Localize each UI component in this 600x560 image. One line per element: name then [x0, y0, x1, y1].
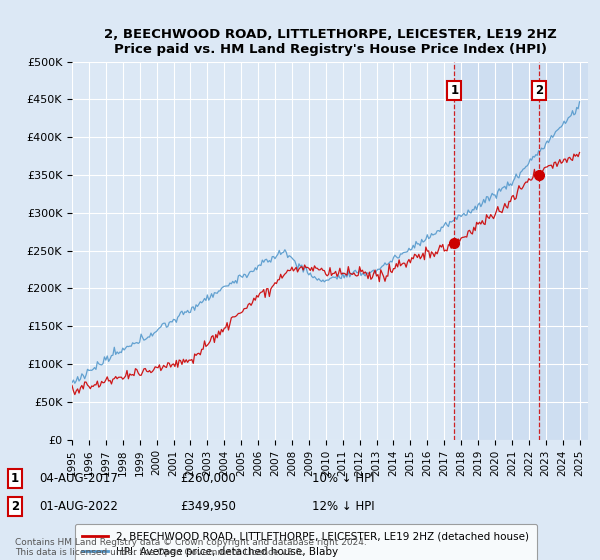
Text: 2: 2 — [535, 84, 543, 97]
Legend: 2, BEECHWOOD ROAD, LITTLETHORPE, LEICESTER, LE19 2HZ (detached house), HPI: Aver: 2, BEECHWOOD ROAD, LITTLETHORPE, LEICEST… — [74, 524, 536, 560]
Text: 10% ↓ HPI: 10% ↓ HPI — [312, 472, 374, 486]
Bar — [454, 62, 588, 440]
Text: 04-AUG-2017: 04-AUG-2017 — [39, 472, 118, 486]
Text: Contains HM Land Registry data © Crown copyright and database right 2024.
This d: Contains HM Land Registry data © Crown c… — [15, 538, 367, 557]
Text: £349,950: £349,950 — [180, 500, 236, 514]
Text: 01-AUG-2022: 01-AUG-2022 — [39, 500, 118, 514]
Text: 12% ↓ HPI: 12% ↓ HPI — [312, 500, 374, 514]
Text: 2: 2 — [11, 500, 19, 514]
Text: £260,000: £260,000 — [180, 472, 236, 486]
Text: 1: 1 — [11, 472, 19, 486]
Title: 2, BEECHWOOD ROAD, LITTLETHORPE, LEICESTER, LE19 2HZ
Price paid vs. HM Land Regi: 2, BEECHWOOD ROAD, LITTLETHORPE, LEICEST… — [104, 28, 556, 56]
Text: 1: 1 — [450, 84, 458, 97]
